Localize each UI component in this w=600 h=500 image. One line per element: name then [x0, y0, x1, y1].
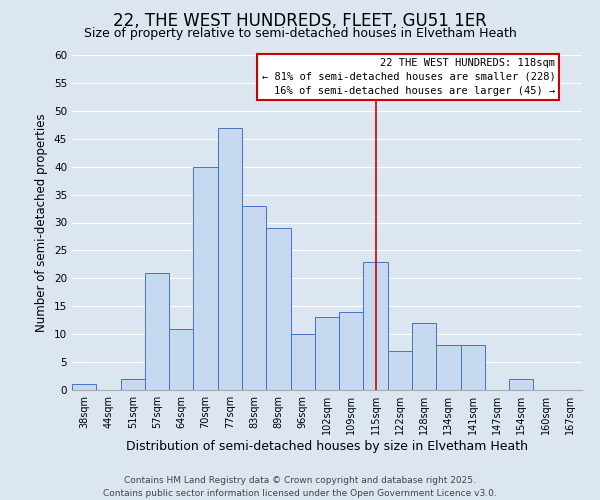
- Bar: [266, 228, 290, 390]
- Bar: [242, 206, 266, 390]
- Text: 22 THE WEST HUNDREDS: 118sqm
← 81% of semi-detached houses are smaller (228)
16%: 22 THE WEST HUNDREDS: 118sqm ← 81% of se…: [262, 58, 555, 96]
- Bar: [121, 379, 145, 390]
- Bar: [315, 318, 339, 390]
- Bar: [145, 273, 169, 390]
- Text: Size of property relative to semi-detached houses in Elvetham Heath: Size of property relative to semi-detach…: [83, 28, 517, 40]
- Bar: [412, 323, 436, 390]
- X-axis label: Distribution of semi-detached houses by size in Elvetham Heath: Distribution of semi-detached houses by …: [126, 440, 528, 453]
- Bar: [218, 128, 242, 390]
- Bar: [72, 384, 96, 390]
- Bar: [290, 334, 315, 390]
- Bar: [193, 166, 218, 390]
- Bar: [339, 312, 364, 390]
- Y-axis label: Number of semi-detached properties: Number of semi-detached properties: [35, 113, 49, 332]
- Bar: [169, 328, 193, 390]
- Bar: [436, 346, 461, 390]
- Bar: [509, 379, 533, 390]
- Bar: [388, 351, 412, 390]
- Bar: [364, 262, 388, 390]
- Text: Contains HM Land Registry data © Crown copyright and database right 2025.
Contai: Contains HM Land Registry data © Crown c…: [103, 476, 497, 498]
- Text: 22, THE WEST HUNDREDS, FLEET, GU51 1ER: 22, THE WEST HUNDREDS, FLEET, GU51 1ER: [113, 12, 487, 30]
- Bar: [461, 346, 485, 390]
